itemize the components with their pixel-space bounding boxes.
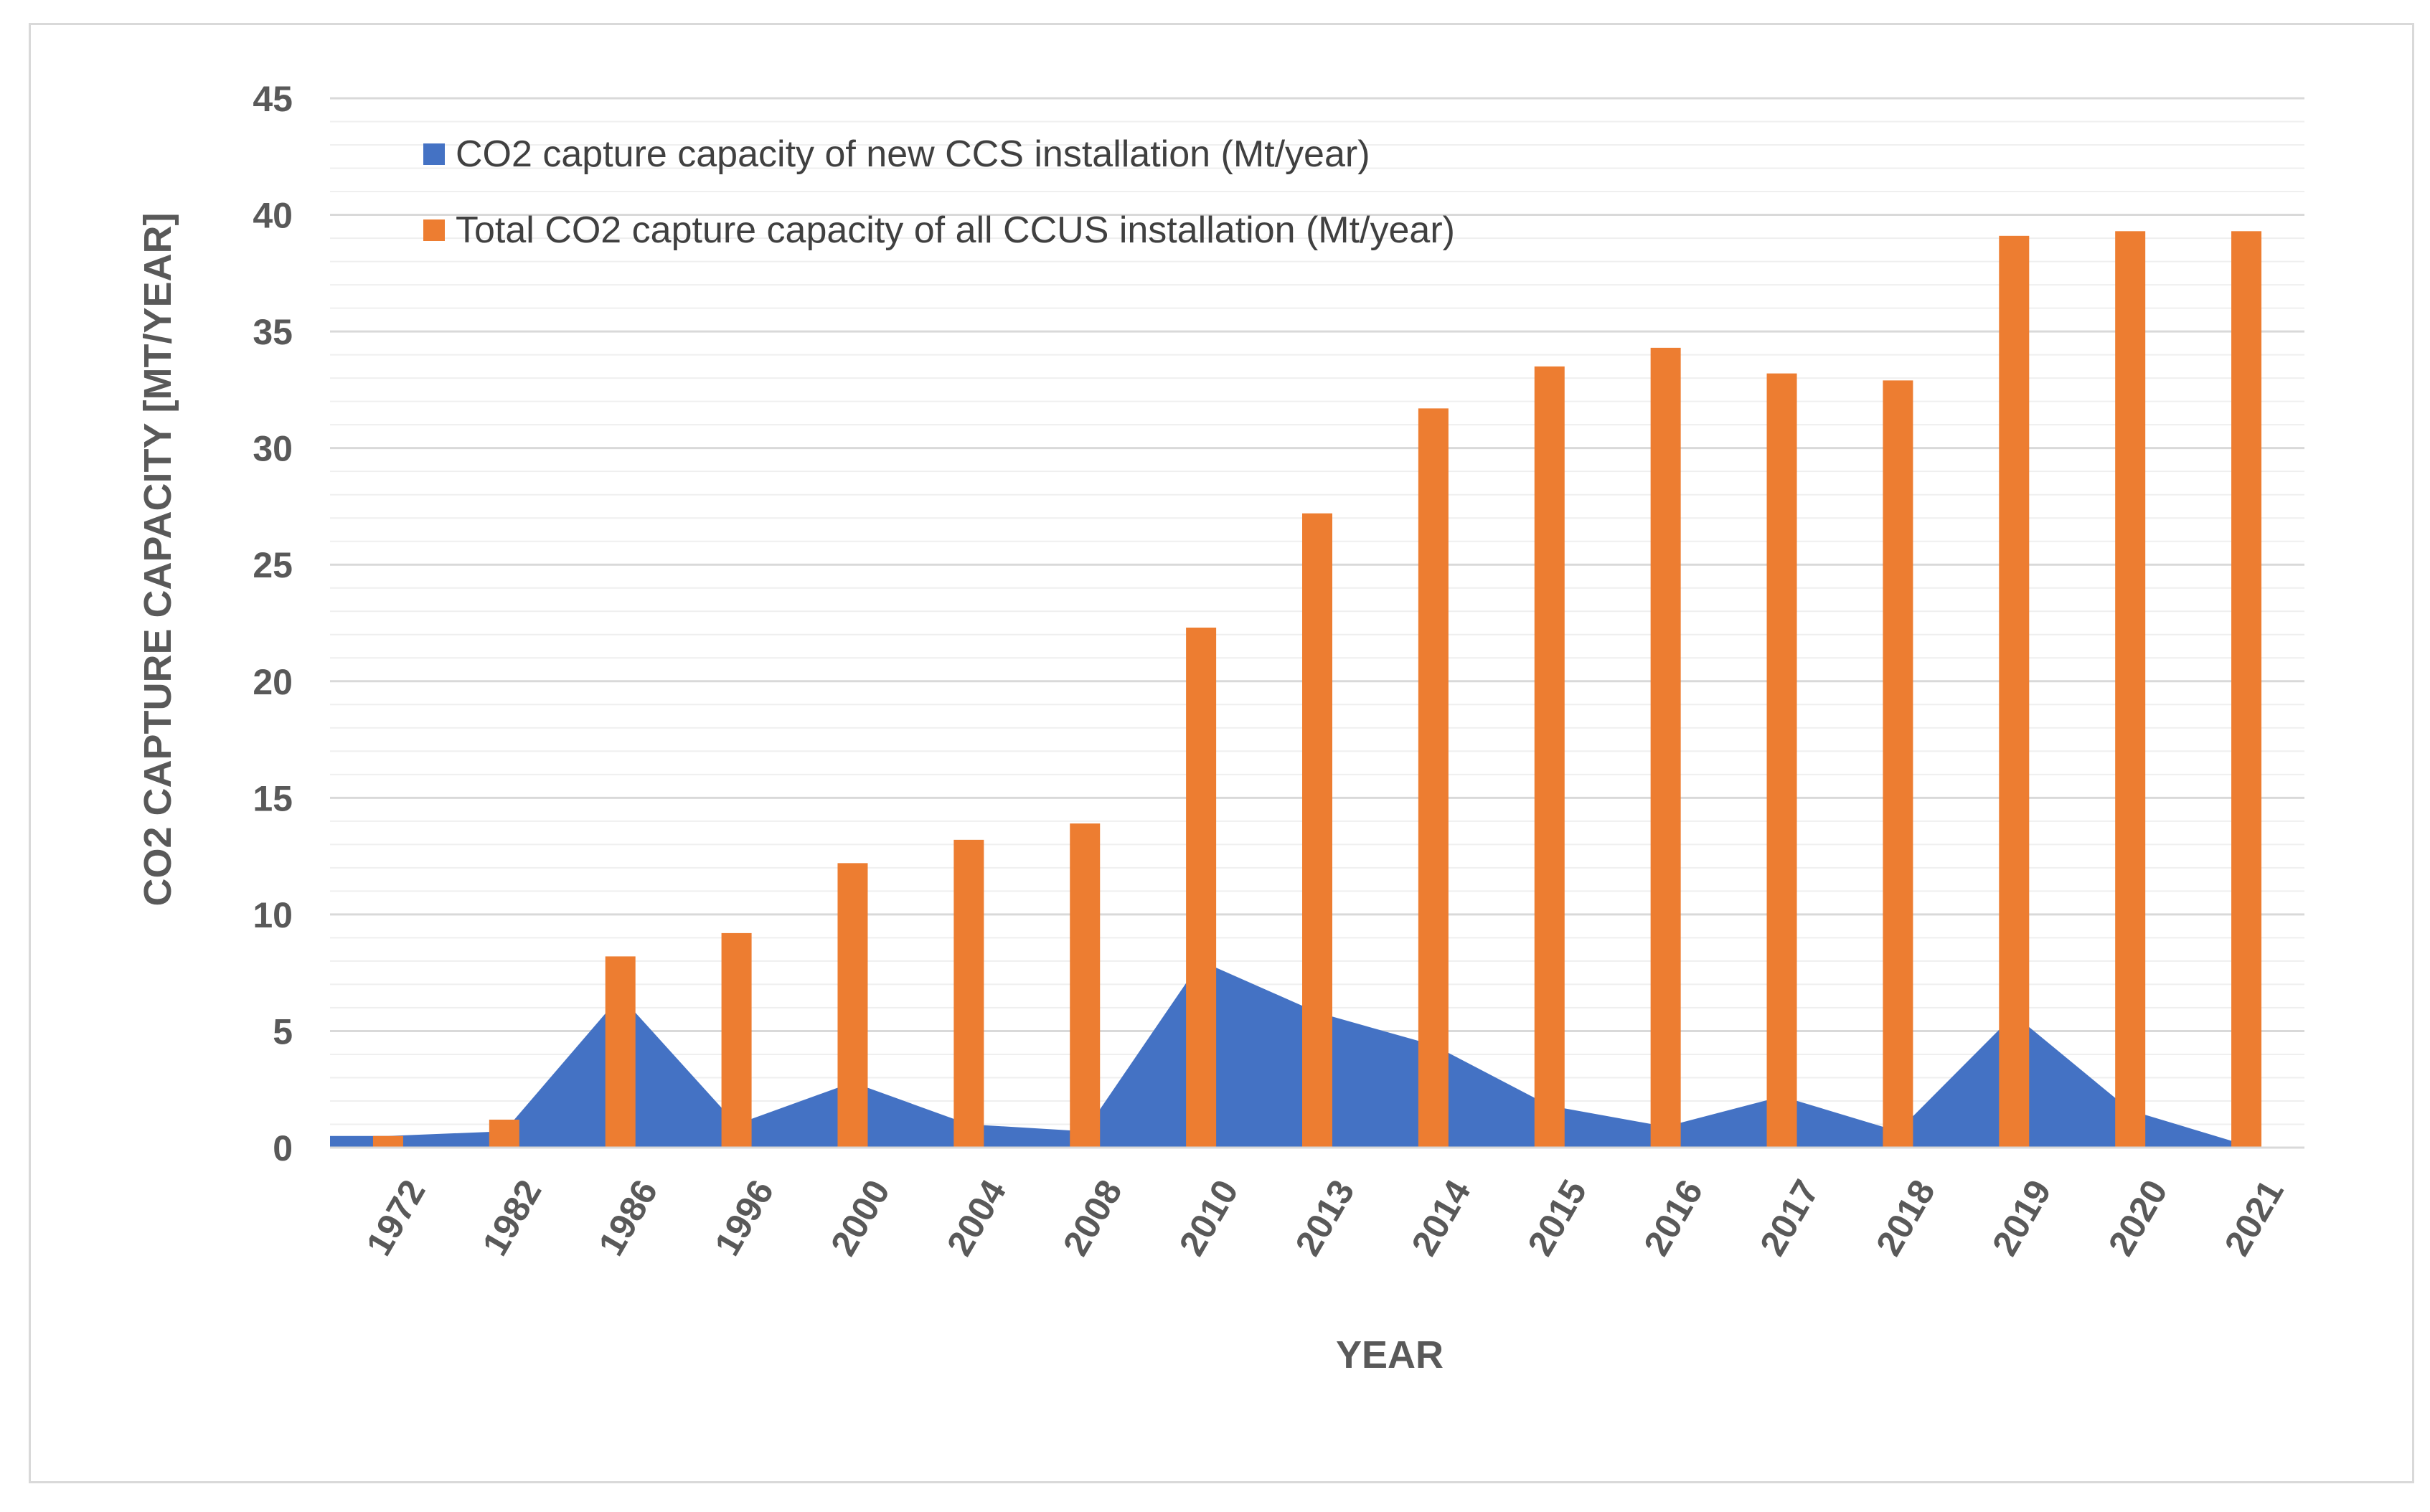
bar-layer xyxy=(372,231,2262,1148)
x-tick-label: 1972 xyxy=(359,1173,433,1262)
y-tick-label: 25 xyxy=(253,545,293,585)
bar-total-ccus-2004 xyxy=(953,839,984,1148)
x-tick-label: 2018 xyxy=(1868,1173,1943,1262)
bar-total-ccus-2019 xyxy=(1999,235,2030,1148)
x-tick-label: 2021 xyxy=(2217,1173,2292,1262)
x-tick-label: 2015 xyxy=(1520,1173,1594,1262)
legend-swatch-new-ccs xyxy=(423,143,445,165)
bar-total-ccus-2017 xyxy=(1766,373,1797,1148)
legend: CO2 capture capacity of new CCS installa… xyxy=(423,133,1455,251)
bar-total-ccus-1982 xyxy=(489,1119,519,1148)
legend-label-new-ccs: CO2 capture capacity of new CCS installa… xyxy=(456,133,1370,175)
bar-total-ccus-1996 xyxy=(721,932,752,1148)
y-tick-label: 45 xyxy=(253,79,293,119)
bar-total-ccus-1986 xyxy=(605,956,636,1148)
bar-total-ccus-2008 xyxy=(1070,823,1101,1148)
x-tick-label: 2010 xyxy=(1172,1173,1246,1262)
y-tick-label: 20 xyxy=(253,662,293,702)
x-tick-label: 2004 xyxy=(939,1173,1014,1262)
y-tick-label: 0 xyxy=(273,1128,293,1168)
y-tick-label: 40 xyxy=(253,196,293,236)
y-tick-label: 5 xyxy=(273,1011,293,1052)
x-tick-label: 1996 xyxy=(707,1173,781,1262)
x-tick-label: 1986 xyxy=(590,1173,665,1262)
y-axis-title: CO2 CAPTURE CAPACITY [MT/YEAR] xyxy=(136,212,179,906)
bar-total-ccus-2020 xyxy=(2115,231,2146,1148)
y-tick-label: 10 xyxy=(253,895,293,935)
x-tick-label: 2016 xyxy=(1636,1173,1710,1262)
bar-total-ccus-2014 xyxy=(1418,408,1449,1148)
bar-total-ccus-2016 xyxy=(1650,347,1681,1148)
y-tick-label: 35 xyxy=(253,312,293,352)
bar-total-ccus-2018 xyxy=(1883,380,1913,1148)
y-tick-label: 30 xyxy=(253,429,293,469)
x-axis-title: YEAR xyxy=(1336,1333,1444,1376)
x-tick-label: 2020 xyxy=(2101,1173,2175,1262)
x-tick-label: 1982 xyxy=(474,1173,549,1262)
legend-label-total-ccus: Total CO2 capture capacity of all CCUS i… xyxy=(456,209,1455,251)
bar-total-ccus-2013 xyxy=(1302,513,1332,1148)
y-tick-label: 15 xyxy=(253,778,293,818)
x-tick-label: 2008 xyxy=(1055,1173,1130,1262)
x-tick-label: 2014 xyxy=(1403,1173,1478,1262)
x-tick-label: 2019 xyxy=(1984,1173,2059,1262)
bar-total-ccus-2010 xyxy=(1186,628,1217,1148)
x-tick-label: 2000 xyxy=(823,1173,898,1262)
bar-total-ccus-1972 xyxy=(372,1135,403,1148)
bar-total-ccus-2000 xyxy=(837,863,868,1148)
x-tick-label: 2013 xyxy=(1288,1173,1362,1262)
bar-total-ccus-2015 xyxy=(1534,366,1565,1148)
legend-swatch-total-ccus xyxy=(423,219,445,241)
bar-total-ccus-2021 xyxy=(2231,231,2262,1148)
x-tick-label: 2017 xyxy=(1752,1173,1827,1262)
